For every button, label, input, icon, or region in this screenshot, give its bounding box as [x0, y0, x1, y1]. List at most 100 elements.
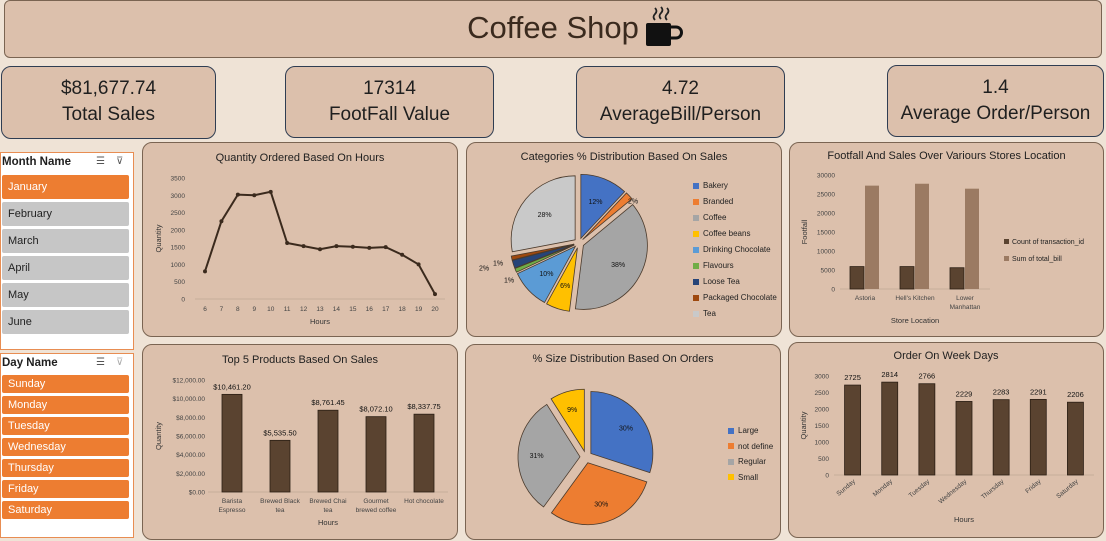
legend-label: Branded — [703, 197, 734, 206]
x-tick-label: Hot chocolate — [404, 498, 444, 505]
y-tick-label: $12,000.00 — [172, 378, 205, 385]
bar — [317, 409, 339, 493]
bar — [915, 183, 929, 289]
x-axis-title: Hours — [310, 317, 330, 326]
bar — [949, 267, 965, 290]
clear-filter-icon[interactable]: ⊽ — [116, 357, 124, 368]
month-item-february[interactable]: February — [2, 202, 129, 226]
legend-label: Coffee — [703, 213, 727, 222]
legend-label: Coffee beans — [703, 229, 751, 238]
bar — [965, 188, 979, 289]
day-item-monday[interactable]: Monday — [2, 396, 129, 414]
legend-swatch — [693, 262, 699, 269]
x-tick-label: 6 — [203, 306, 207, 313]
legend-label: Packaged Chocolate — [703, 293, 777, 302]
day-item-friday[interactable]: Friday — [2, 480, 129, 498]
x-tick-label: Lower — [956, 295, 975, 302]
pie-slice — [574, 204, 648, 310]
x-tick-label: Brewed Black — [260, 498, 300, 505]
legend-item: Coffee beans — [693, 229, 750, 238]
x-tick-label: tea — [275, 507, 284, 514]
y-tick-label: 2000 — [815, 407, 830, 414]
legend-label: Regular — [738, 457, 767, 466]
legend-item: Packaged Chocolate — [693, 293, 777, 302]
coffee-cup-icon — [646, 6, 683, 46]
kpi-label: Total Sales — [62, 104, 155, 125]
month-item-april[interactable]: April — [2, 256, 129, 280]
series-line — [204, 190, 436, 295]
day-item-wednesday[interactable]: Wednesday — [2, 438, 129, 456]
x-tick-label: 11 — [284, 306, 291, 313]
day-item-saturday[interactable]: Saturday — [2, 501, 129, 519]
categories-pie-panel: Categories % Distribution Based On Sales… — [466, 142, 782, 337]
legend-item: Coffee — [693, 213, 726, 222]
kpi-average-order: 1.4 Average Order/Person — [887, 65, 1104, 137]
slice-label: 10% — [539, 271, 553, 278]
stores-bar-panel: Footfall And Sales Over Variours Stores … — [789, 142, 1104, 337]
pie-slice — [582, 192, 633, 240]
x-tick-label: Hell's Kitchen — [895, 295, 935, 302]
kpi-value: 4.72 — [662, 78, 699, 99]
bar — [269, 439, 291, 493]
legend-swatch — [693, 294, 699, 301]
month-item-june[interactable]: June — [2, 310, 129, 334]
slice-label: 2% — [479, 266, 489, 273]
x-tick-label: Astoria — [855, 295, 876, 302]
slice-label: 31% — [530, 453, 544, 460]
x-tick-label: 20 — [431, 306, 439, 313]
data-label: $5,535.50 — [263, 428, 296, 437]
bar — [365, 416, 387, 493]
x-tick-label: 13 — [316, 306, 324, 313]
multi-select-icon[interactable]: ☰ — [96, 357, 105, 368]
chart-title: Top 5 Products Based On Sales — [222, 354, 378, 366]
x-tick-label: Tuesday — [908, 478, 932, 500]
data-point — [235, 192, 240, 197]
x-axis-title: Hours — [954, 515, 974, 524]
y-tick-label: 500 — [174, 279, 185, 286]
clear-filter-icon[interactable]: ⊽ — [116, 156, 124, 167]
y-tick-label: $6,000.00 — [176, 434, 205, 441]
legend-item: Tea — [693, 309, 716, 318]
x-tick-label: Sunday — [835, 478, 857, 498]
kpi-value: $81,677.74 — [60, 78, 157, 99]
day-slicer-header: Day Name — [2, 357, 58, 369]
data-point — [433, 292, 437, 297]
day-item-sunday[interactable]: Sunday — [2, 375, 129, 393]
bar — [881, 381, 899, 476]
kpi-footfall: 17314 FootFall Value — [285, 66, 494, 138]
day-item-thursday[interactable]: Thursday — [2, 459, 129, 477]
legend-label: Bakery — [703, 181, 728, 190]
top-products-bar-chart: $0.00 $2,000.00 $4,000.00 $6,000.00 $8,000.0… — [154, 378, 448, 527]
y-tick-label: 2500 — [171, 210, 186, 217]
x-tick-label: Gourmet — [363, 498, 388, 505]
day-item-tuesday[interactable]: Tuesday — [2, 417, 129, 435]
legend-swatch — [1004, 256, 1009, 261]
bar — [844, 384, 861, 476]
data-label: 2725 — [844, 373, 861, 382]
y-tick-label: 500 — [818, 456, 829, 463]
legend-item: Bakery — [693, 181, 728, 190]
legend-item: Small — [728, 473, 758, 482]
x-tick-label: 15 — [349, 306, 357, 313]
legend-item: Flavours — [693, 261, 734, 270]
legend-label: Drinking Chocolate — [703, 245, 771, 254]
month-item-march[interactable]: March — [2, 229, 129, 253]
legend-label: Small — [738, 472, 759, 482]
month-item-may[interactable]: May — [2, 283, 129, 307]
pie-slice — [590, 391, 654, 474]
month-item-january[interactable]: January — [2, 175, 129, 199]
y-tick-label: 0 — [831, 287, 835, 294]
data-point — [301, 244, 306, 249]
legend-swatch — [693, 246, 699, 253]
y-tick-label: 5000 — [821, 268, 836, 275]
legend-swatch — [693, 214, 699, 221]
kpi-label: AverageBill/Person — [599, 104, 762, 125]
multi-select-icon[interactable]: ☰ — [96, 156, 105, 167]
y-tick-label: 25000 — [817, 192, 835, 199]
x-tick-label: tea — [323, 507, 332, 514]
hours-line-chart-panel: Quantity Ordered Based On Hours 0 500 1000… — [142, 142, 458, 337]
legend-label: not define — [738, 441, 774, 451]
pie-slice — [510, 243, 575, 261]
slice-label: 12% — [588, 199, 602, 206]
chart-title: Order On Week Days — [893, 350, 999, 362]
